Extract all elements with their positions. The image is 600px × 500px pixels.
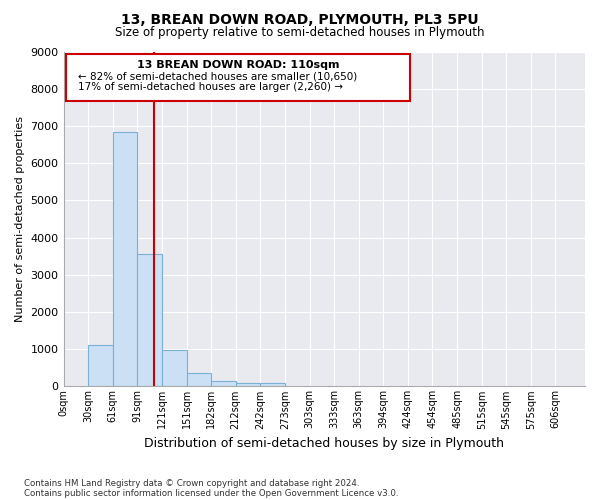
- Bar: [66, 54, 410, 100]
- Text: 13 BREAN DOWN ROAD: 110sqm: 13 BREAN DOWN ROAD: 110sqm: [137, 60, 340, 70]
- Text: 13, BREAN DOWN ROAD, PLYMOUTH, PL3 5PU: 13, BREAN DOWN ROAD, PLYMOUTH, PL3 5PU: [121, 12, 479, 26]
- Text: ← 82% of semi-detached houses are smaller (10,650): ← 82% of semi-detached houses are smalle…: [78, 72, 358, 82]
- Bar: [211, 380, 236, 386]
- Text: 17% of semi-detached houses are larger (2,260) →: 17% of semi-detached houses are larger (…: [78, 82, 343, 92]
- Y-axis label: Number of semi-detached properties: Number of semi-detached properties: [15, 116, 25, 322]
- Text: Contains public sector information licensed under the Open Government Licence v3: Contains public sector information licen…: [24, 488, 398, 498]
- Bar: [137, 254, 162, 386]
- Bar: [113, 132, 137, 386]
- Bar: [187, 374, 211, 386]
- Bar: [162, 350, 187, 386]
- Text: Size of property relative to semi-detached houses in Plymouth: Size of property relative to semi-detach…: [115, 26, 485, 39]
- Bar: [88, 346, 113, 387]
- Text: Contains HM Land Registry data © Crown copyright and database right 2024.: Contains HM Land Registry data © Crown c…: [24, 478, 359, 488]
- Bar: [236, 383, 260, 386]
- X-axis label: Distribution of semi-detached houses by size in Plymouth: Distribution of semi-detached houses by …: [144, 437, 504, 450]
- Bar: [260, 382, 285, 386]
